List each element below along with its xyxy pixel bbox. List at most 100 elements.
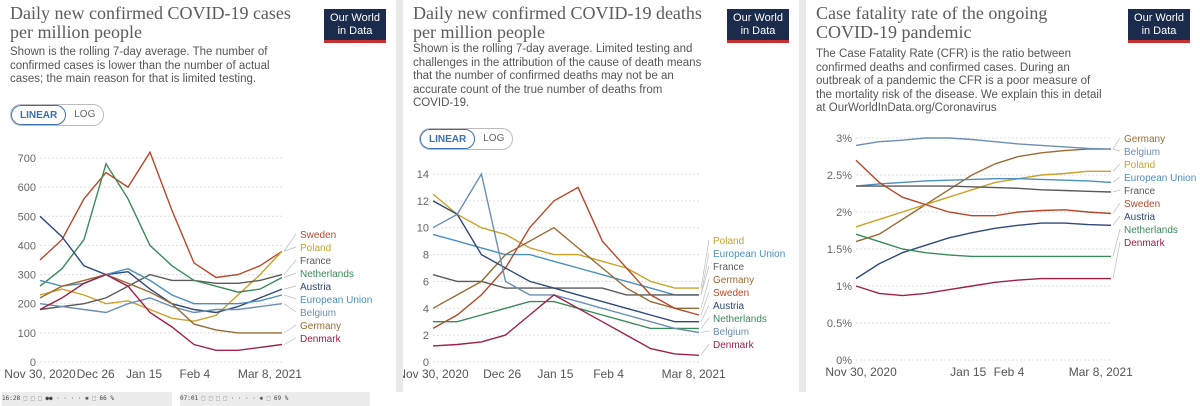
series-line-belgium — [432, 172, 700, 334]
series-line-austria — [855, 222, 1112, 280]
y-tick-label: 1% — [836, 281, 852, 293]
logo-line-2: in Data — [1141, 25, 1177, 37]
x-tick-label: Nov 30, 2020 — [4, 367, 76, 381]
series-line-netherlands — [39, 162, 283, 293]
legend-label[interactable]: Poland — [713, 236, 744, 247]
legend-label[interactable]: Austria — [300, 282, 332, 293]
y-tick-label: 600 — [18, 182, 36, 194]
logo-line-1: Our World — [733, 12, 783, 24]
y-tick-label: 6 — [423, 276, 429, 288]
owid-logo[interactable]: Our World in Data — [727, 9, 789, 43]
legend-connector — [1112, 228, 1121, 257]
y-tick-label: 4 — [423, 303, 429, 315]
legend-connector — [283, 272, 297, 278]
legend-label[interactable]: Belgium — [1124, 147, 1160, 158]
legend-label[interactable]: Belgium — [300, 308, 336, 319]
series-line-sweden — [432, 186, 700, 330]
legend-label[interactable]: Netherlands — [1124, 225, 1178, 236]
legend-label[interactable]: Denmark — [1124, 238, 1166, 249]
legend-label[interactable]: Austria — [713, 301, 745, 312]
legend-label[interactable]: Sweden — [713, 288, 749, 299]
logo-line-1: Our World — [330, 12, 380, 24]
series-line-denmark — [39, 273, 283, 351]
y-tick-label: 300 — [18, 270, 36, 282]
series-line-germany — [855, 148, 1111, 243]
legend-label[interactable]: France — [300, 256, 332, 267]
legend-label[interactable]: Austria — [1124, 212, 1156, 223]
scale-toggle: LINEAR LOG — [419, 128, 514, 150]
y-tick-label: 2.5% — [827, 170, 852, 182]
cases-chart: 0 100 200 300 400 500 600 700 Nov 30, 2020 Dec 26… — [4, 150, 372, 381]
series-line-austria — [39, 215, 283, 314]
log-button[interactable]: LOG — [74, 109, 96, 120]
legend-connector — [1112, 215, 1121, 226]
y-tick-label: 10 — [417, 223, 429, 235]
legend-connector — [700, 343, 710, 356]
chart-subtitle: Shown is the rolling 7-day average. The … — [10, 46, 270, 85]
legend-label[interactable]: Denmark — [300, 334, 342, 345]
status-bar-right: 07:01 ⬚ ⬚ ⬚ ⬚ · · · · ✱ ⬚ 69 % — [180, 392, 370, 406]
x-tick-label: Jan 15 — [537, 367, 573, 381]
deaths-chart: 0 2 4 6 8 10 12 14 Nov 30, 2020 Dec 26 Jan 15 Feb 4… — [403, 169, 785, 381]
log-button[interactable]: LOG — [483, 133, 505, 144]
legend-connector — [1112, 163, 1121, 172]
legend-label[interactable]: Germany — [713, 275, 754, 286]
y-tick-label: 400 — [18, 240, 36, 252]
y-tick-label: 0% — [836, 355, 852, 367]
x-tick-label: Jan 15 — [950, 365, 986, 379]
x-tick-label: Dec 26 — [483, 367, 521, 381]
y-tick-label: 2 — [423, 330, 429, 342]
legend-label[interactable]: Netherlands — [713, 314, 767, 325]
legend-connector — [283, 285, 297, 290]
series-line-european-union — [39, 267, 283, 305]
legend-label[interactable]: Germany — [1124, 134, 1165, 145]
y-tick-label: 100 — [18, 328, 36, 340]
chart-title: Daily new confirmed COVID-19 cases per m… — [10, 3, 291, 42]
legend-label[interactable]: European Union — [1124, 173, 1196, 184]
legend-connector — [283, 246, 297, 252]
series-line-netherlands — [855, 233, 1111, 258]
x-tick-label: Mar 8, 2021 — [238, 367, 302, 381]
series-line-poland — [39, 250, 283, 322]
legend-label[interactable]: Sweden — [300, 230, 336, 241]
owid-logo[interactable]: Our World in Data — [324, 9, 386, 43]
legend-label[interactable]: Poland — [300, 243, 331, 254]
legend-connector — [700, 317, 710, 329]
y-tick-label: 1.5% — [827, 244, 852, 256]
legend-label[interactable]: Denmark — [713, 340, 755, 351]
chart-subtitle: The Case Fatality Rate (CFR) is the rati… — [816, 48, 1102, 114]
x-tick-label: Nov 30, 2020 — [825, 365, 897, 379]
y-tick-label: 0 — [423, 357, 429, 369]
legend-connector — [700, 252, 710, 295]
y-tick-label: 14 — [417, 169, 429, 181]
legend-label[interactable]: European Union — [713, 249, 785, 260]
x-tick-label: Mar 8, 2021 — [1069, 365, 1133, 379]
series-line-france — [432, 274, 699, 296]
x-tick-label: Jan 15 — [126, 367, 162, 381]
series-line-germany — [39, 273, 282, 334]
cfr-chart: 0% 0.5% 1% 1.5% 2% 2.5% 3% Nov 30, 2020 Jan 15 Fe… — [825, 133, 1196, 379]
legend-label[interactable]: France — [713, 262, 745, 273]
legend-label[interactable]: Germany — [300, 321, 341, 332]
legend-label[interactable]: Sweden — [1124, 199, 1160, 210]
chart-title: Case fatality rate of the ongoing COVID-… — [816, 3, 1048, 42]
legend-connector — [1112, 189, 1121, 193]
status-strip: 16:28 ⬚ ⬚ ⬚ ●● · · · · ✱ ⬚ 66 % 07:01 ⬚ … — [0, 392, 1200, 406]
legend-label[interactable]: Belgium — [713, 327, 749, 338]
legend-label[interactable]: Netherlands — [300, 269, 354, 280]
legend-connector — [1112, 137, 1121, 150]
linear-button[interactable]: LINEAR — [420, 129, 476, 149]
series-line-denmark — [855, 277, 1111, 297]
series-line-netherlands — [433, 300, 699, 330]
y-tick-label: 700 — [18, 153, 36, 165]
series-line-belgium — [39, 297, 283, 314]
linear-button[interactable]: LINEAR — [11, 105, 67, 125]
x-tick-label: Mar 8, 2021 — [662, 367, 726, 381]
legend-label[interactable]: France — [1124, 186, 1156, 197]
legend-label[interactable]: Poland — [1124, 160, 1155, 171]
owid-logo[interactable]: Our World in Data — [1128, 9, 1190, 43]
y-tick-label: 0 — [30, 357, 36, 369]
legend-label[interactable]: European Union — [300, 295, 372, 306]
series-line-austria — [432, 200, 699, 323]
legend-connector — [1112, 176, 1121, 183]
